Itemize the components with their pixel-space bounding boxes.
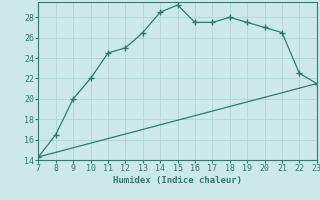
X-axis label: Humidex (Indice chaleur): Humidex (Indice chaleur) [113,176,242,185]
